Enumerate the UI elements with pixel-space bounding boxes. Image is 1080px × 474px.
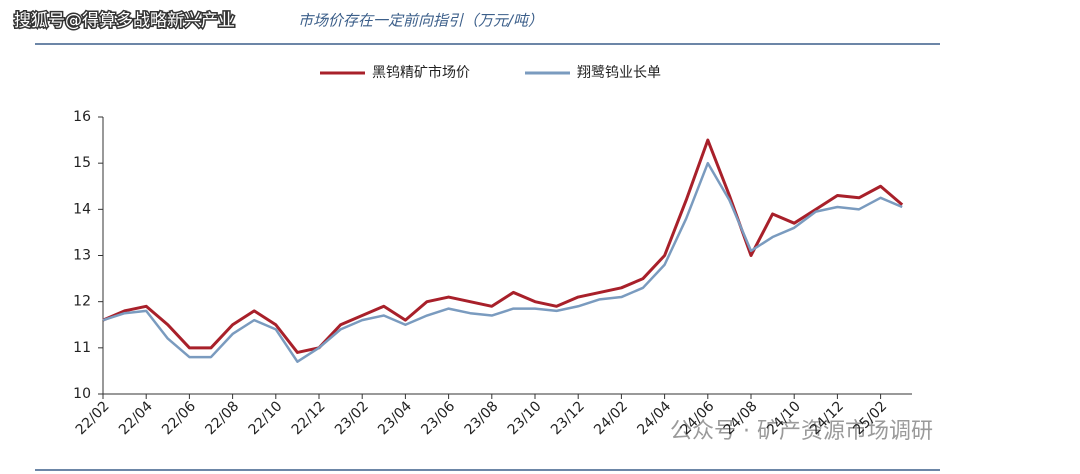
x-tick-label: 23/12 [548,398,588,438]
watermark: 公众号 · 矿产资源市场调研 [670,419,933,444]
x-tick-label: 22/10 [246,398,286,438]
x-tick-label: 24/04 [634,398,674,438]
y-tick-label: 11 [73,340,91,356]
legend-label: 翔鹭钨业长单 [577,65,661,81]
y-tick-label: 12 [73,294,91,310]
x-tick-label: 23/06 [418,398,458,438]
y-tick-label: 13 [73,248,91,264]
x-tick-label: 22/04 [116,398,156,438]
x-tick-label: 22/02 [73,398,113,438]
y-tick-label: 16 [73,109,91,125]
y-tick-label: 14 [73,201,91,217]
series-line [102,161,903,363]
legend-label: 黑钨精矿市场价 [372,64,470,81]
x-tick-label: 24/02 [591,398,631,438]
x-tick-label: 23/10 [505,398,545,438]
y-tick-label: 10 [73,386,91,402]
chart-title: 市场价存在一定前向指引（万元/吨） [298,12,543,30]
x-tick-label: 23/04 [375,398,415,438]
series-line [102,138,904,354]
x-tick-label: 23/08 [462,398,502,438]
x-tick-label: 23/02 [332,398,372,438]
x-tick-label: 22/08 [202,398,242,438]
watermark: 搜狐号@得算多战略新兴产业 [14,11,235,31]
x-tick-label: 22/12 [289,398,329,438]
x-tick-label: 22/06 [159,398,199,438]
y-tick-label: 15 [73,155,91,171]
